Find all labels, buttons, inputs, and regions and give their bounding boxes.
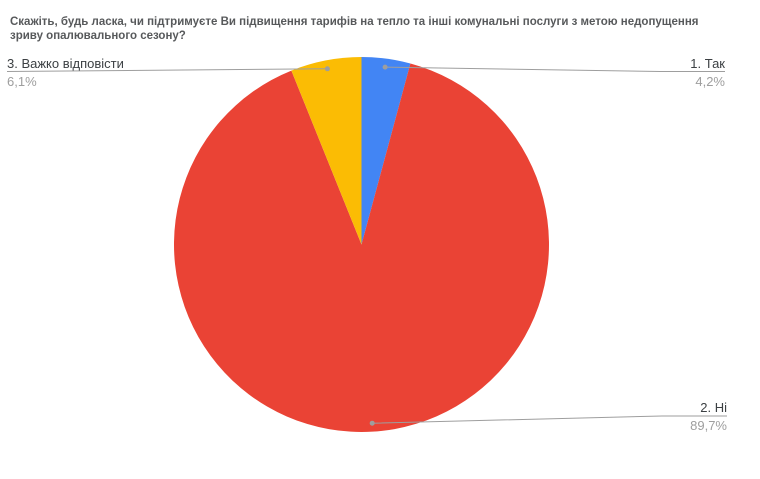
leader-dot-2 [369, 420, 375, 426]
pie-slices [173, 57, 549, 432]
leader-lines [6, 64, 727, 426]
leader-dot-1 [382, 64, 388, 70]
pie-slice-1[interactable] [361, 57, 411, 245]
slice-pct-vazhko: 6,1% [7, 74, 37, 89]
pie-slice-3[interactable] [291, 57, 362, 245]
slice-label-tak: 1. Так [690, 56, 725, 71]
slice-pct-tak: 4,2% [695, 74, 725, 89]
leader-line-2 [372, 415, 727, 424]
slice-label-vazhko: 3. Важко відповісти [7, 56, 124, 71]
leader-line-1 [385, 66, 725, 72]
pie-slice-2[interactable] [173, 63, 549, 432]
slice-pct-ni: 89,7% [690, 418, 727, 433]
chart-title: Скажіть, будь ласка, чи підтримуєте Ви п… [10, 16, 699, 42]
leader-line-3 [6, 68, 328, 72]
slice-label-ni: 2. Ні [700, 400, 727, 415]
leader-dot-3 [324, 66, 330, 72]
